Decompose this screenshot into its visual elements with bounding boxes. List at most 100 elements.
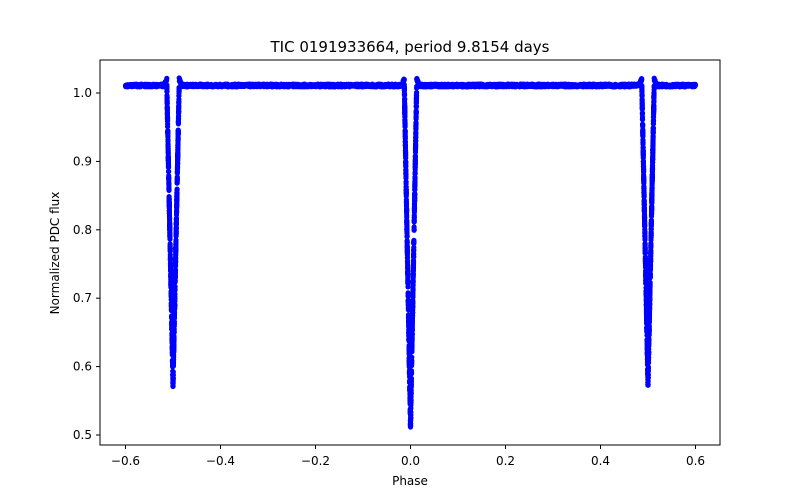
chart-title: TIC 0191933664, period 9.8154 days [269, 38, 549, 56]
data-point [649, 191, 655, 197]
data-point [410, 287, 416, 293]
data-point [412, 164, 418, 170]
data-point [407, 421, 414, 427]
data-point [404, 240, 410, 246]
data-point [164, 95, 170, 101]
data-point [171, 342, 177, 348]
data-point [646, 336, 652, 342]
data-point [172, 275, 178, 281]
data-point [406, 338, 412, 344]
data-point [649, 169, 656, 175]
data-point [171, 333, 177, 339]
data-point [413, 96, 419, 102]
data-point [173, 242, 179, 248]
data-point [640, 141, 646, 147]
data-point [171, 329, 177, 335]
data-point [411, 204, 418, 210]
x-tick-label: 0.4 [591, 454, 610, 468]
data-point [403, 167, 409, 173]
data-point [174, 196, 180, 202]
data-point [406, 364, 412, 370]
data-point [649, 199, 655, 206]
data-point [403, 159, 409, 165]
data-point [167, 227, 173, 233]
data-point [411, 251, 417, 257]
data-point [641, 179, 647, 185]
data-point [413, 111, 419, 117]
data-point [648, 237, 654, 243]
data-point [406, 323, 412, 330]
data-point [166, 185, 172, 191]
data-point [409, 334, 415, 340]
x-tick-label: 0.6 [686, 454, 705, 468]
data-point [650, 159, 656, 165]
data-point [640, 147, 646, 153]
data-point [643, 273, 649, 280]
data-point [639, 111, 646, 117]
data-point [402, 139, 408, 145]
data-point [411, 238, 417, 244]
data-point [641, 175, 647, 181]
data-point [692, 82, 699, 88]
data-point [175, 120, 181, 126]
data-point [405, 313, 412, 319]
data-point [646, 351, 652, 358]
data-point [411, 217, 417, 223]
data-point [166, 194, 172, 200]
data-point [408, 415, 414, 421]
x-axis-ticks: −0.6 −0.4 −0.2 0.0 0.2 0.4 0.6 [111, 445, 705, 468]
data-point [647, 289, 653, 295]
data-point [412, 160, 418, 166]
data-point [170, 379, 176, 385]
data-point [173, 248, 179, 254]
data-point [404, 244, 410, 250]
data-point [172, 287, 178, 293]
data-point [642, 247, 648, 253]
y-axis-ticks: 0.5 0.6 0.7 0.8 0.9 1.0 [73, 86, 100, 442]
data-point [642, 229, 648, 235]
data-point [643, 310, 650, 316]
data-point [165, 156, 171, 162]
data-point [176, 102, 182, 108]
data-point [642, 256, 649, 262]
data-point [407, 384, 413, 390]
data-point [166, 200, 172, 207]
data-point [167, 246, 173, 252]
data-point [175, 130, 181, 137]
scatter-plot-area [122, 75, 699, 430]
data-point [410, 283, 416, 289]
data-point [173, 215, 180, 221]
data-point [647, 274, 653, 280]
data-point [176, 113, 182, 119]
data-point [168, 279, 174, 285]
data-point [401, 85, 407, 91]
data-point [650, 137, 656, 144]
data-point [646, 315, 653, 321]
data-point [645, 372, 651, 378]
data-point [649, 195, 655, 201]
data-point [412, 196, 418, 202]
data-point [405, 293, 411, 299]
data-point [644, 360, 651, 367]
data-point [639, 97, 645, 103]
data-point [648, 226, 654, 232]
data-point [413, 120, 419, 127]
data-point [172, 283, 178, 289]
data-point [172, 267, 178, 273]
data-point [411, 208, 417, 214]
data-point [650, 147, 656, 153]
data-point [401, 76, 407, 83]
data-point [172, 260, 179, 266]
data-point [404, 220, 410, 226]
data-point [171, 315, 177, 321]
data-point [171, 310, 178, 316]
data-point [410, 259, 417, 265]
data-point [167, 236, 173, 242]
data-point [648, 230, 654, 236]
data-point [402, 108, 408, 114]
data-point [650, 125, 656, 132]
data-point [651, 84, 657, 90]
data-point [649, 185, 655, 191]
data-point [169, 352, 175, 358]
data-point [176, 85, 182, 91]
